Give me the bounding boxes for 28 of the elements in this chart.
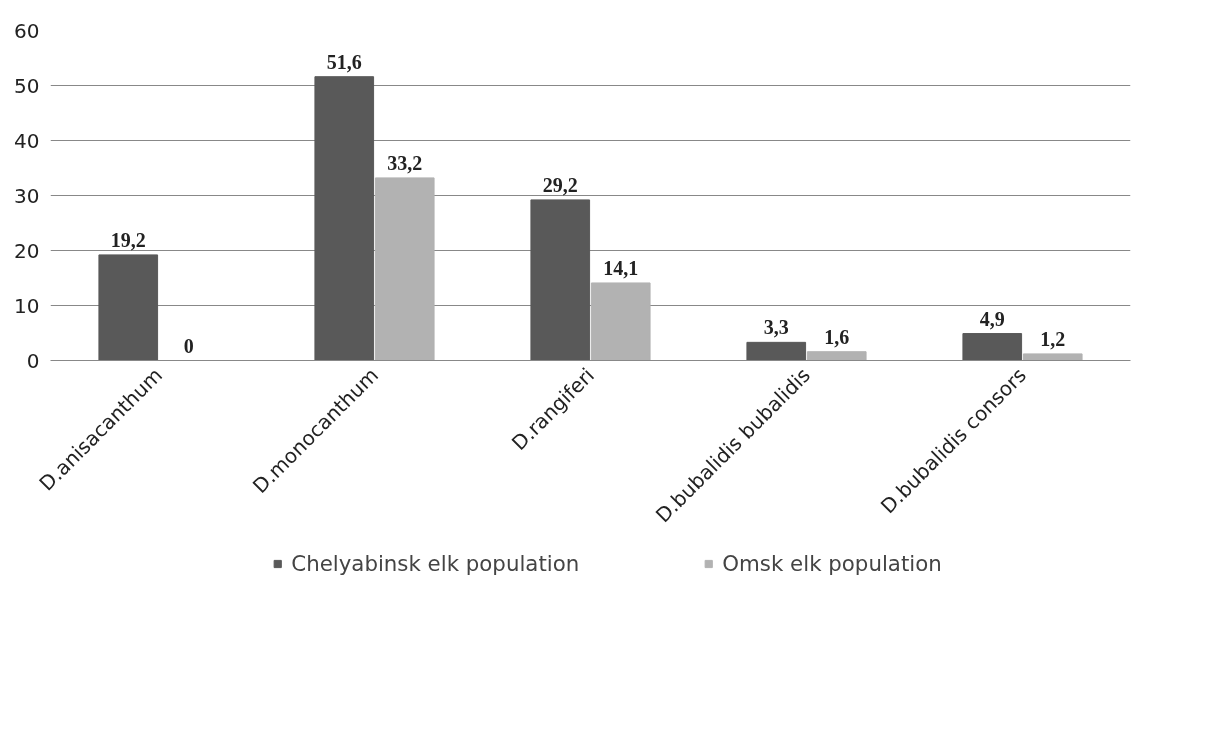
data-label: 1,2 [1040,327,1066,350]
y-tick-label: 30 [14,183,40,208]
y-tick-label: 20 [14,238,40,263]
data-label: 19,2 [110,228,146,251]
bar [746,341,807,361]
legend-label: Omsk elk population [722,550,942,576]
y-tick-label: 0 [26,348,40,373]
y-tick-label: 60 [14,18,40,43]
data-label: 29,2 [542,173,578,196]
y-tick-label: 40 [14,128,40,153]
bar [806,351,867,361]
data-label: 4,9 [979,307,1005,330]
data-label: 33,2 [387,151,423,174]
data-label: 3,3 [763,316,789,339]
bar [590,282,651,361]
y-tick-label: 50 [14,73,40,98]
bar [374,177,435,361]
bar [962,333,1023,361]
bar [1022,353,1083,361]
bar [314,76,375,361]
legend-label: Chelyabinsk elk population [291,550,580,576]
data-label: 1,6 [824,325,850,348]
bar [530,199,591,361]
data-label: 0 [183,334,194,357]
data-label: 51,6 [326,50,362,73]
data-label: 14,1 [603,256,639,279]
y-tick-label: 10 [14,293,40,318]
bar [98,254,159,361]
